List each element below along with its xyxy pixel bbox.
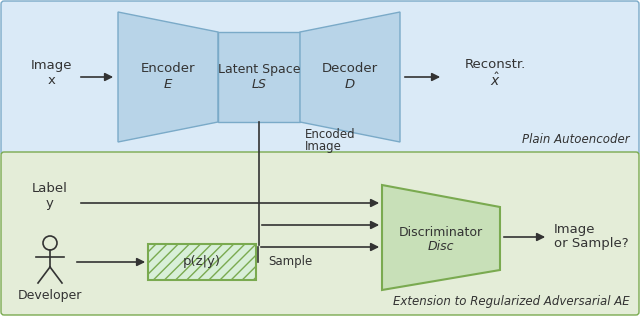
Text: $\hat{x}$: $\hat{x}$ bbox=[490, 71, 500, 89]
Text: Image: Image bbox=[31, 59, 73, 72]
Text: Reconstr.: Reconstr. bbox=[465, 59, 525, 72]
FancyBboxPatch shape bbox=[148, 244, 256, 280]
Polygon shape bbox=[118, 12, 218, 142]
Polygon shape bbox=[300, 12, 400, 142]
Text: Image: Image bbox=[305, 140, 342, 153]
Text: x: x bbox=[48, 74, 56, 87]
Text: Discriminator: Discriminator bbox=[399, 225, 483, 238]
Text: Disc: Disc bbox=[428, 241, 454, 254]
Text: Image: Image bbox=[554, 223, 595, 236]
Polygon shape bbox=[382, 185, 500, 290]
Polygon shape bbox=[218, 32, 300, 122]
Text: D: D bbox=[345, 77, 355, 90]
Text: Sample: Sample bbox=[268, 256, 312, 268]
FancyBboxPatch shape bbox=[1, 1, 639, 155]
Text: E: E bbox=[164, 77, 172, 90]
Text: LS: LS bbox=[252, 77, 266, 90]
Text: Label: Label bbox=[32, 182, 68, 195]
Text: Encoder: Encoder bbox=[141, 62, 195, 75]
Text: Developer: Developer bbox=[18, 289, 82, 302]
Text: Plain Autoencoder: Plain Autoencoder bbox=[522, 133, 630, 146]
FancyBboxPatch shape bbox=[1, 152, 639, 315]
Text: Latent Space: Latent Space bbox=[218, 62, 300, 75]
Text: p(z|y): p(z|y) bbox=[183, 256, 221, 268]
Text: Extension to Regularized Adversarial AE: Extension to Regularized Adversarial AE bbox=[394, 295, 630, 308]
Text: or Sample?: or Sample? bbox=[554, 237, 628, 250]
Text: y: y bbox=[46, 197, 54, 210]
Text: Encoded: Encoded bbox=[305, 128, 356, 141]
Text: Decoder: Decoder bbox=[322, 62, 378, 75]
